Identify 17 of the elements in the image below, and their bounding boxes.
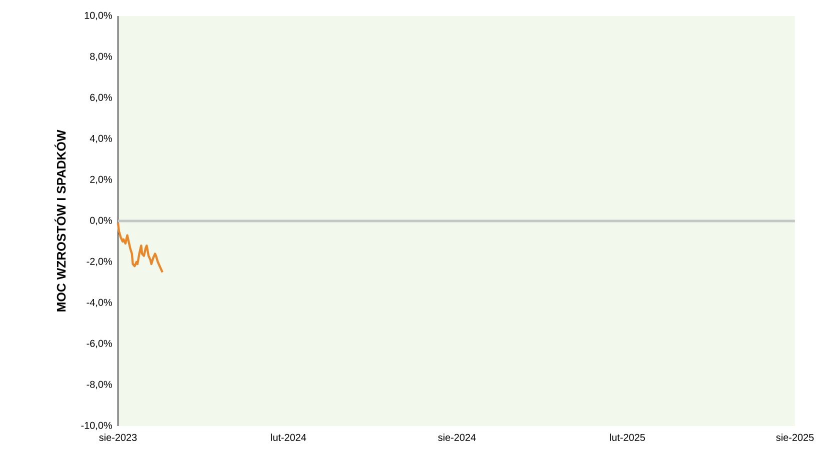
y-tick-label: 0,0% <box>90 216 112 226</box>
x-tick-label: lut-2024 <box>271 434 306 441</box>
y-tick-label: 10,0% <box>84 12 112 20</box>
y-tick-label: 6,0% <box>90 94 112 102</box>
x-tick-label: sie-2023 <box>99 434 137 441</box>
y-tick-label: 4,0% <box>90 134 112 144</box>
y-tick-label: 8,0% <box>90 52 112 62</box>
y-tick-label: -4,0% <box>86 298 112 308</box>
y-tick-label: -6,0% <box>86 340 112 348</box>
y-axis-title: MOC WZROSTÓW I SPADKÓW <box>54 130 66 312</box>
y-tick-label: -10,0% <box>81 422 112 430</box>
y-tick-label: -8,0% <box>86 380 112 390</box>
x-tick-label: sie-2024 <box>438 434 476 441</box>
x-tick-label: lut-2025 <box>610 434 645 441</box>
y-tick-label: -2,0% <box>86 258 112 266</box>
x-tick-label: sie-2025 <box>776 434 814 441</box>
y-tick-label: 2,0% <box>90 176 112 184</box>
